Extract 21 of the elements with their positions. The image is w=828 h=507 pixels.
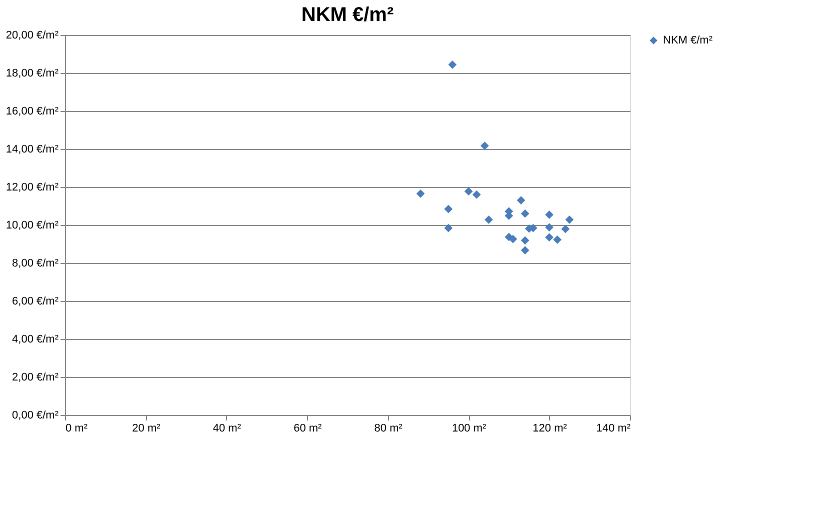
x-tick-label: 140 m² <box>596 422 631 434</box>
x-tick-label: 120 m² <box>532 422 568 434</box>
x-tick-label: 100 m² <box>452 422 487 434</box>
y-tick-label: 12,00 €/m² <box>6 182 59 194</box>
x-tick-label: 20 m² <box>132 422 161 434</box>
y-tick-label: 0,00 €/m² <box>12 410 59 422</box>
y-tick-label: 6,00 €/m² <box>12 296 59 308</box>
chart-title: NKM €/m² <box>301 4 394 26</box>
y-tick-label: 10,00 €/m² <box>6 220 59 232</box>
y-tick-label: 16,00 €/m² <box>6 106 59 118</box>
y-tick-label: 14,00 €/m² <box>6 144 59 156</box>
legend-label: NKM €/m² <box>663 34 713 46</box>
x-tick-label: 40 m² <box>212 422 242 434</box>
y-tick-label: 20,00 €/m² <box>6 30 59 42</box>
x-tick-label: 60 m² <box>294 422 322 434</box>
y-tick-label: 8,00 €/m² <box>12 258 59 270</box>
y-tick-label: 2,00 €/m² <box>12 372 59 384</box>
x-tick-label: 80 m² <box>374 422 403 434</box>
y-tick-label: 4,00 €/m² <box>12 334 59 346</box>
x-tick-label: 0 m² <box>66 422 88 434</box>
y-tick-label: 18,00 €/m² <box>6 68 59 80</box>
